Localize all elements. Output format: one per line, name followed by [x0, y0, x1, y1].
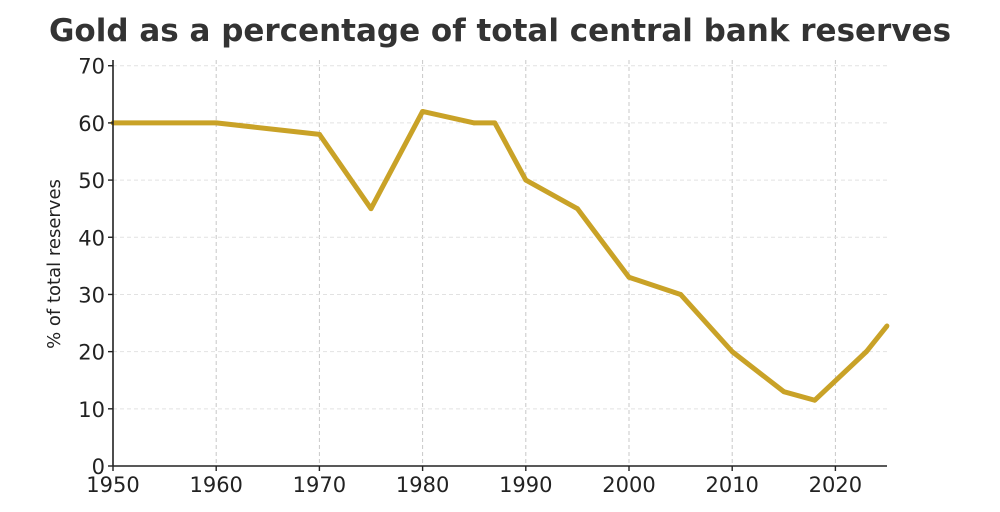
y-tick-label-70: 70 [78, 55, 105, 79]
data-point-2010 [729, 349, 735, 355]
data-point-1975 [368, 206, 374, 212]
data-point-2005 [678, 292, 683, 297]
data-point-2023 [863, 349, 869, 355]
chart-title: Gold as a percentage of total central ba… [49, 13, 951, 49]
y-tick-label-40: 40 [78, 226, 105, 250]
x-tick-label-1960: 1960 [189, 473, 242, 497]
data-point-1990 [523, 177, 529, 183]
data-point-1995 [575, 206, 580, 212]
y-tick-label-20: 20 [78, 341, 105, 365]
x-tick-label-2020: 2020 [809, 473, 862, 497]
data-point-2018 [812, 397, 818, 403]
y-tick-label-30: 30 [78, 283, 105, 307]
data-point-1985 [471, 120, 477, 126]
x-tick-label-1950: 1950 [86, 473, 139, 497]
axes [108, 60, 887, 471]
data-point-1970 [317, 131, 322, 137]
data-point-1960 [213, 120, 219, 126]
grid [112, 60, 887, 467]
x-tick-label-2010: 2010 [705, 473, 758, 497]
series-line-0 [113, 108, 889, 403]
data-point-2015 [781, 389, 787, 395]
y-tick-label-60: 60 [78, 112, 105, 136]
y-tick-label-0: 0 [92, 455, 105, 479]
y-tick-label-10: 10 [78, 398, 105, 422]
x-tick-label-1990: 1990 [499, 473, 552, 497]
x-tick-label-1980: 1980 [396, 473, 449, 497]
x-tick-label-1970: 1970 [293, 473, 346, 497]
data-point-2000 [626, 274, 632, 280]
tick-labels: 1950 1960 1970 1980 1990 2000 2010 2020 0 10 20 30 4… [78, 55, 862, 497]
data-point-1980 [420, 109, 425, 114]
x-tick-label-2000: 2000 [602, 473, 655, 497]
y-axis-label: % of total reserves [44, 179, 65, 349]
data-point-2025 [884, 323, 890, 329]
data-point-1987 [492, 120, 498, 126]
y-tick-label-50: 50 [78, 169, 105, 193]
plot-area [110, 108, 890, 403]
